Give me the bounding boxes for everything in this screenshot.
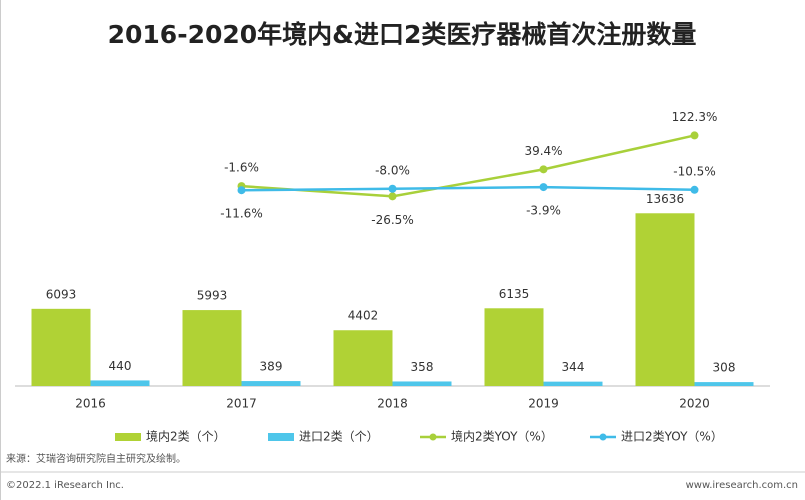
line-value-label: -1.6%: [224, 161, 259, 175]
bar-value-label: 308: [713, 361, 736, 375]
line-value-label: 39.4%: [524, 144, 562, 158]
bar: [182, 310, 242, 386]
x-tick-label: 2018: [377, 397, 408, 411]
legend-swatch: [115, 433, 141, 441]
line-point: [539, 165, 548, 174]
line-value-label: -26.5%: [371, 213, 413, 227]
line-point: [388, 192, 397, 201]
line-value-label: -3.9%: [526, 204, 561, 218]
x-tick-label: 2020: [679, 397, 710, 411]
bar: [31, 308, 91, 386]
bar-value-label: 358: [411, 360, 434, 374]
line-point: [690, 131, 699, 140]
legend-label: 境内2类（个）: [146, 429, 226, 444]
line-point: [237, 186, 246, 195]
website: www.iresearch.com.cn: [686, 480, 798, 491]
x-tick-label: 2016: [75, 397, 106, 411]
line-value-label: -8.0%: [375, 163, 410, 177]
bar-value-label: 440: [109, 359, 132, 373]
bar: [543, 381, 603, 386]
copyright: ©2022.1 iResearch Inc.: [6, 480, 124, 491]
legend-swatch: [599, 433, 607, 441]
chart-title: 2016-2020年境内&进口2类医疗器械首次注册数量: [108, 20, 697, 49]
line-point: [388, 184, 397, 193]
bar: [241, 381, 301, 386]
bar: [484, 308, 544, 386]
line-point: [690, 185, 699, 194]
legend-swatch: [429, 433, 437, 441]
line: [241, 134, 695, 198]
bar-value-label: 344: [562, 360, 585, 374]
line-value-label: -10.5%: [673, 164, 715, 178]
legend-swatch: [268, 433, 294, 441]
line-value-label: -11.6%: [220, 207, 262, 221]
bar-value-label: 13636: [646, 192, 684, 206]
source: 来源：艾瑞咨询研究院自主研究及绘制。: [6, 452, 186, 465]
bar-value-label: 4402: [348, 309, 379, 323]
bar-value-label: 5993: [197, 289, 228, 303]
bar-value-label: 389: [260, 360, 283, 374]
legend-label: 进口2类（个）: [299, 430, 379, 444]
line-point: [539, 183, 548, 192]
bar: [333, 330, 393, 386]
bar-value-label: 6135: [499, 287, 530, 301]
x-tick-label: 2017: [226, 397, 257, 411]
bar: [694, 382, 754, 386]
line-value-label: 122.3%: [672, 110, 718, 124]
x-tick-label: 2019: [528, 397, 559, 411]
bar: [392, 381, 452, 386]
bar: [635, 213, 695, 386]
legend-label: 境内2类YOY（%）: [451, 429, 553, 444]
bar: [90, 380, 150, 386]
legend-label: 进口2类YOY（%）: [621, 430, 723, 444]
line: [241, 185, 695, 192]
bar-value-label: 6093: [46, 287, 77, 301]
